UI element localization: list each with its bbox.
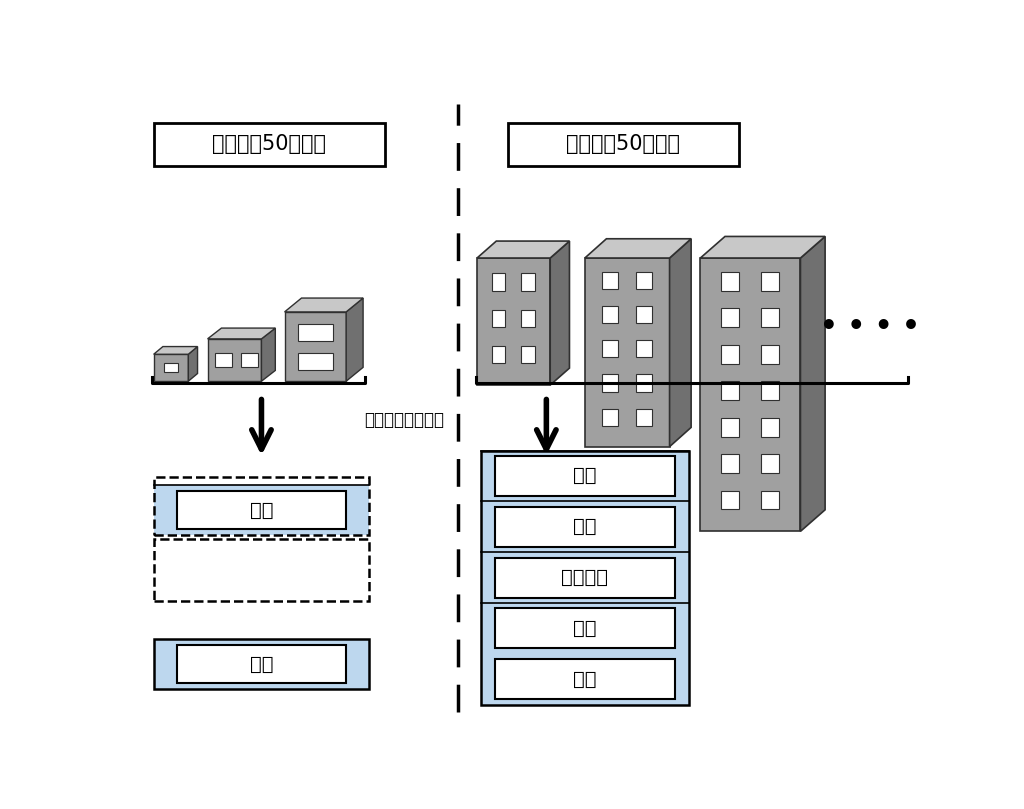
Text: 課長代理: 課長代理 bbox=[561, 568, 608, 587]
Polygon shape bbox=[521, 273, 535, 290]
Polygon shape bbox=[346, 298, 364, 381]
Bar bbox=[495, 608, 675, 648]
Bar bbox=[154, 123, 385, 166]
Polygon shape bbox=[602, 341, 617, 358]
Polygon shape bbox=[298, 324, 333, 341]
Polygon shape bbox=[602, 375, 617, 392]
Polygon shape bbox=[585, 258, 670, 447]
Text: 企業規橐50人以上: 企業規橐50人以上 bbox=[566, 134, 680, 155]
Bar bbox=[495, 557, 675, 598]
Polygon shape bbox=[721, 272, 739, 290]
Bar bbox=[177, 491, 346, 529]
Polygon shape bbox=[721, 491, 739, 510]
Polygon shape bbox=[493, 310, 506, 327]
Polygon shape bbox=[164, 362, 177, 372]
Polygon shape bbox=[761, 417, 779, 437]
Polygon shape bbox=[208, 339, 261, 381]
Polygon shape bbox=[215, 354, 232, 367]
Text: 係員: 係員 bbox=[250, 654, 273, 674]
Polygon shape bbox=[636, 272, 651, 289]
Polygon shape bbox=[761, 381, 779, 400]
Polygon shape bbox=[700, 258, 801, 532]
Bar bbox=[177, 646, 346, 683]
Polygon shape bbox=[154, 346, 198, 354]
Polygon shape bbox=[721, 454, 739, 473]
Text: （役職段階の例）: （役職段階の例） bbox=[364, 411, 444, 429]
Text: 部長: 部長 bbox=[573, 467, 597, 485]
Bar bbox=[154, 539, 370, 600]
Polygon shape bbox=[636, 375, 651, 392]
Polygon shape bbox=[700, 236, 825, 258]
Polygon shape bbox=[602, 306, 617, 323]
Polygon shape bbox=[261, 328, 275, 381]
Polygon shape bbox=[721, 417, 739, 437]
Polygon shape bbox=[285, 298, 364, 312]
Polygon shape bbox=[602, 272, 617, 289]
Bar bbox=[508, 123, 739, 166]
Polygon shape bbox=[493, 345, 506, 363]
Text: 係員: 係員 bbox=[573, 670, 597, 688]
Bar bbox=[154, 477, 370, 536]
Polygon shape bbox=[801, 236, 825, 532]
Text: 課長: 課長 bbox=[573, 517, 597, 536]
Polygon shape bbox=[761, 272, 779, 290]
Text: 企業規橐50人未満: 企業規橐50人未満 bbox=[212, 134, 327, 155]
Text: • • • •: • • • • bbox=[820, 313, 920, 341]
Polygon shape bbox=[477, 258, 550, 385]
Polygon shape bbox=[721, 345, 739, 364]
Bar bbox=[481, 451, 689, 705]
Polygon shape bbox=[521, 345, 535, 363]
Bar bbox=[154, 639, 370, 689]
Polygon shape bbox=[493, 273, 506, 290]
Polygon shape bbox=[154, 354, 188, 381]
Polygon shape bbox=[521, 310, 535, 327]
Text: 係長: 係長 bbox=[573, 619, 597, 637]
Polygon shape bbox=[636, 341, 651, 358]
Polygon shape bbox=[721, 308, 739, 328]
Polygon shape bbox=[636, 306, 651, 323]
Polygon shape bbox=[188, 346, 198, 381]
Polygon shape bbox=[298, 353, 333, 370]
Polygon shape bbox=[477, 241, 569, 258]
Polygon shape bbox=[721, 381, 739, 400]
Polygon shape bbox=[550, 241, 569, 385]
Bar bbox=[495, 659, 675, 699]
Polygon shape bbox=[585, 239, 691, 258]
Polygon shape bbox=[241, 354, 258, 367]
Bar bbox=[495, 506, 675, 547]
Bar bbox=[154, 485, 370, 536]
Bar bbox=[495, 456, 675, 496]
Polygon shape bbox=[761, 345, 779, 364]
Polygon shape bbox=[636, 409, 651, 426]
Text: 課長: 課長 bbox=[250, 501, 273, 519]
Polygon shape bbox=[208, 328, 275, 339]
Polygon shape bbox=[285, 312, 346, 381]
Polygon shape bbox=[602, 409, 617, 426]
Polygon shape bbox=[761, 308, 779, 328]
Polygon shape bbox=[761, 491, 779, 510]
Polygon shape bbox=[670, 239, 691, 447]
Polygon shape bbox=[761, 454, 779, 473]
